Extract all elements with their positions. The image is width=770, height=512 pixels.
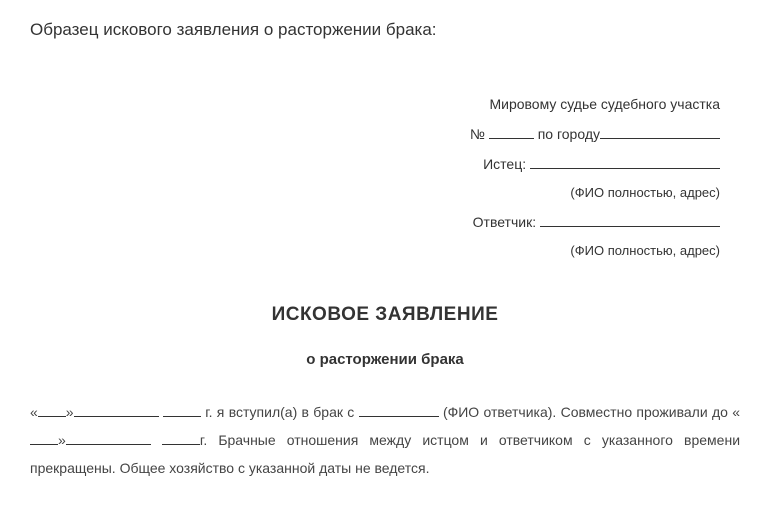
body-l3: прекращены. Общее хозяйство с указанной …: [30, 460, 429, 476]
body-l1b: »: [66, 404, 74, 420]
body-l2b: »: [58, 432, 66, 448]
city-prefix: по городу: [538, 126, 600, 142]
body-l1d: (ФИО ответчика). Совместно проживали до: [443, 404, 728, 420]
document-title: ИСКОВОЕ ЗАЯВЛЕНИЕ: [30, 304, 740, 326]
court-line: Мировому судье судебного участка: [30, 90, 720, 118]
plaintiff-line: Истец:: [30, 150, 720, 178]
defendant-blank: [540, 226, 720, 227]
number-prefix: №: [470, 126, 485, 142]
defendant-prefix: Ответчик:: [473, 214, 536, 230]
plaintiff-hint: (ФИО полностью, адрес): [30, 180, 720, 206]
addressee-block: Мировому судье судебного участка № по го…: [30, 90, 740, 264]
number-blank: [489, 138, 534, 139]
body-l1c: г. я вступил(а) в брак с: [205, 404, 354, 420]
year2-blank: [162, 444, 200, 445]
document-subtitle: о расторжении брака: [30, 351, 740, 368]
month2-blank: [66, 444, 151, 445]
defendant-line: Ответчик:: [30, 208, 720, 236]
city-blank: [600, 138, 720, 139]
spouse-blank: [359, 416, 439, 417]
body-l2c: г. Брачные отношения между истцом и отве…: [200, 432, 740, 448]
body-l2a: «: [732, 404, 740, 420]
year1-blank: [163, 416, 201, 417]
plaintiff-prefix: Истец:: [483, 156, 526, 172]
month1-blank: [74, 416, 159, 417]
court-prefix: Мировому судье судебного участка: [489, 96, 720, 112]
body-text: « » г. я вступил(а) в брак с (ФИО ответчи…: [30, 398, 740, 482]
day1-blank: [38, 416, 66, 417]
body-l1a: «: [30, 404, 38, 420]
plaintiff-blank: [530, 168, 720, 169]
court-number-line: № по городу: [30, 120, 720, 148]
page-title: Образец искового заявления о расторжении…: [30, 20, 740, 40]
defendant-hint: (ФИО полностью, адрес): [30, 238, 720, 264]
day2-blank: [30, 444, 58, 445]
